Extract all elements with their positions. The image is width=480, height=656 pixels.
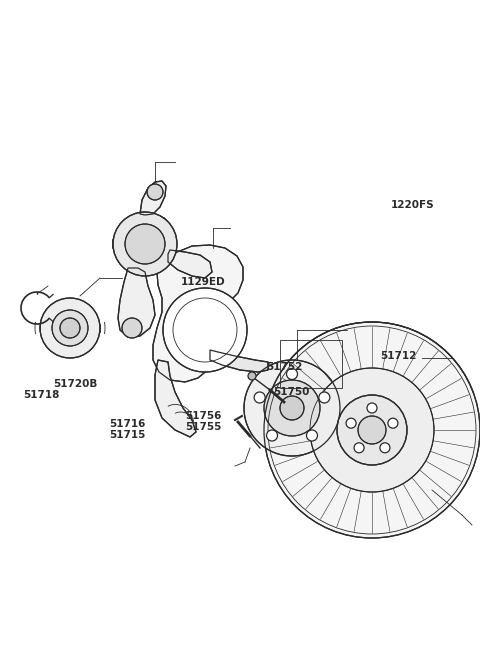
Polygon shape — [113, 214, 175, 272]
Text: 51756: 51756 — [185, 411, 221, 420]
Circle shape — [122, 318, 142, 338]
Text: 51720B: 51720B — [53, 379, 97, 389]
Polygon shape — [118, 268, 155, 337]
Bar — [280, 340, 342, 388]
Circle shape — [280, 396, 304, 420]
Text: 51712: 51712 — [381, 351, 417, 361]
Text: 51752: 51752 — [266, 362, 303, 372]
Circle shape — [319, 392, 330, 403]
Polygon shape — [140, 181, 166, 215]
Circle shape — [125, 224, 165, 264]
Circle shape — [147, 184, 163, 200]
Circle shape — [367, 403, 377, 413]
Circle shape — [388, 419, 398, 428]
Polygon shape — [210, 350, 268, 372]
Text: 51716: 51716 — [109, 419, 146, 428]
Polygon shape — [153, 245, 243, 382]
Circle shape — [113, 212, 177, 276]
Circle shape — [244, 360, 340, 456]
Circle shape — [60, 318, 80, 338]
Text: 51718: 51718 — [23, 390, 60, 400]
Text: 51755: 51755 — [185, 422, 221, 432]
Circle shape — [264, 322, 480, 538]
Circle shape — [40, 298, 100, 358]
Circle shape — [248, 372, 256, 380]
Polygon shape — [155, 360, 196, 437]
Circle shape — [287, 369, 298, 380]
Circle shape — [163, 288, 247, 372]
Text: 1220FS: 1220FS — [391, 200, 435, 210]
Circle shape — [254, 392, 265, 403]
Circle shape — [266, 430, 277, 441]
Circle shape — [307, 430, 317, 441]
Text: 51750: 51750 — [274, 387, 310, 397]
Circle shape — [52, 310, 88, 346]
Circle shape — [310, 368, 434, 492]
Circle shape — [346, 419, 356, 428]
Text: 51715: 51715 — [109, 430, 146, 440]
Circle shape — [337, 395, 407, 465]
Circle shape — [380, 443, 390, 453]
Circle shape — [264, 380, 320, 436]
Circle shape — [354, 443, 364, 453]
Polygon shape — [168, 250, 212, 278]
Text: 1129ED: 1129ED — [180, 277, 225, 287]
Circle shape — [358, 416, 386, 444]
